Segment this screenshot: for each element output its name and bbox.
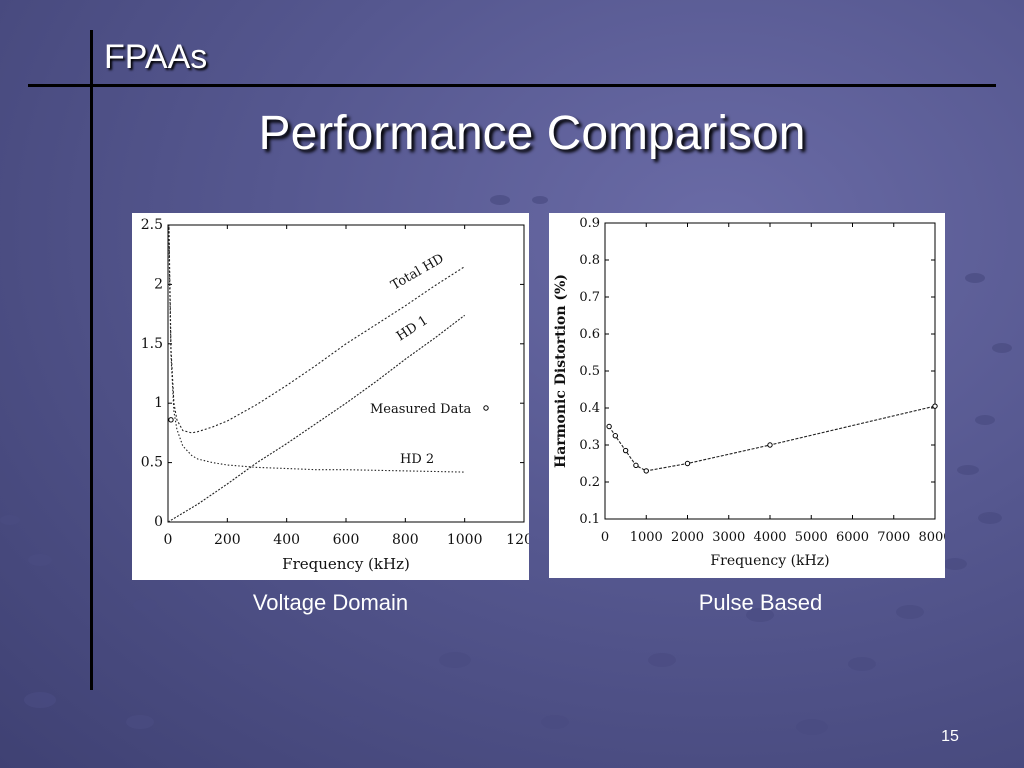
series-line-total-hd (168, 225, 465, 434)
legend-marker-measured-data (483, 405, 489, 411)
annotation-total-hd: Total HD (389, 251, 447, 293)
data-point-harmonic-distortion (684, 460, 691, 467)
annotation-hd-1: HD 1 (394, 313, 431, 344)
y-tick-label: 0 (154, 514, 163, 530)
section-title: FPAAs (104, 38, 208, 76)
y-axis-label: Harmonic Distortion (%) (553, 274, 569, 468)
y-tick-label: 0.8 (579, 253, 600, 268)
x-tick-label: 400 (273, 532, 300, 548)
y-tick-label: 0.2 (579, 475, 600, 490)
series-line-hd-1 (168, 314, 466, 522)
page-number: 15 (941, 728, 959, 745)
data-point-harmonic-distortion (767, 442, 773, 448)
y-tick-label: 1 (154, 395, 163, 411)
plot-frame (167, 224, 525, 523)
data-point-measured-data (168, 417, 174, 423)
x-axis-label: Frequency (kHz) (282, 555, 410, 573)
x-axis-label: Frequency (kHz) (710, 553, 829, 569)
y-tick-label: 0.7 (579, 290, 600, 305)
series-line-hd-2 (168, 225, 465, 473)
caption-pulse-based: Pulse Based (698, 590, 823, 615)
x-tick-label: 4000 (753, 530, 786, 545)
data-point-harmonic-distortion (612, 433, 619, 439)
slide-title: Performance Comparison (258, 107, 806, 160)
x-tick-label: 1000 (630, 530, 663, 545)
x-tick-label: 0 (164, 532, 173, 548)
y-tick-label: 0.9 (579, 216, 600, 231)
annotation-hd-2: HD 2 (400, 452, 434, 467)
x-tick-label: 7000 (877, 530, 910, 545)
x-tick-label: 600 (333, 532, 360, 548)
annotation-measured-data: Measured Data (370, 402, 472, 417)
y-tick-label: 0.5 (579, 364, 600, 379)
x-tick-label: 800 (392, 532, 419, 548)
y-tick-label: 0.4 (579, 401, 600, 416)
caption-voltage-domain: Voltage Domain (252, 590, 409, 615)
data-point-harmonic-distortion (622, 447, 629, 454)
data-point-harmonic-distortion (606, 423, 612, 430)
x-tick-label: 0 (601, 530, 609, 545)
y-tick-label: 0.6 (579, 327, 600, 342)
x-tick-label: 200 (214, 532, 241, 548)
x-tick-label: 3000 (712, 530, 745, 545)
x-tick-label: 5000 (795, 530, 828, 545)
y-tick-label: 0.1 (579, 512, 600, 527)
x-tick-label: 6000 (836, 530, 869, 545)
y-tick-label: 0.5 (141, 455, 163, 471)
y-tick-label: 0.3 (579, 438, 600, 453)
data-point-harmonic-distortion (932, 403, 938, 409)
vertical-rule (90, 30, 93, 690)
x-tick-label: 1000 (447, 532, 483, 548)
data-point-harmonic-distortion (643, 468, 649, 474)
y-tick-label: 1.5 (141, 336, 163, 352)
series-line-harmonic-distortion (608, 405, 936, 472)
y-tick-label: 2.5 (141, 217, 163, 233)
horizontal-rule (28, 84, 996, 87)
data-point-harmonic-distortion (633, 462, 639, 469)
x-tick-label: 2000 (671, 530, 704, 545)
plot-frame (604, 222, 936, 520)
y-tick-label: 2 (154, 276, 163, 292)
